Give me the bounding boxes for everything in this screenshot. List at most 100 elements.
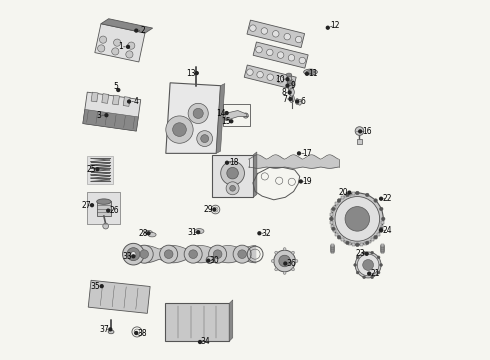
Circle shape — [275, 251, 278, 254]
Bar — [330, 217, 333, 220]
Circle shape — [96, 168, 99, 171]
Circle shape — [166, 116, 193, 143]
Circle shape — [100, 285, 103, 288]
Circle shape — [345, 193, 349, 197]
Text: 17: 17 — [302, 149, 312, 158]
Bar — [212, 155, 253, 197]
Bar — [344, 240, 347, 243]
Text: 26: 26 — [110, 206, 120, 215]
Circle shape — [356, 191, 359, 195]
Circle shape — [332, 227, 335, 231]
Bar — [371, 238, 374, 241]
Bar — [335, 202, 338, 205]
Circle shape — [359, 130, 362, 133]
Bar — [97, 201, 111, 216]
Bar — [88, 280, 150, 313]
Circle shape — [226, 182, 239, 195]
Bar — [341, 238, 343, 241]
Circle shape — [103, 223, 109, 229]
Bar — [95, 24, 145, 62]
Circle shape — [109, 328, 112, 331]
Circle shape — [230, 185, 236, 191]
Circle shape — [292, 251, 294, 254]
Circle shape — [135, 29, 138, 32]
Circle shape — [379, 207, 383, 211]
Circle shape — [288, 54, 294, 61]
Circle shape — [283, 271, 286, 274]
Circle shape — [238, 250, 246, 258]
Circle shape — [196, 72, 198, 75]
Circle shape — [377, 256, 380, 259]
Bar — [356, 243, 359, 246]
Bar — [381, 244, 384, 246]
Bar — [381, 250, 384, 252]
Ellipse shape — [97, 199, 111, 204]
Text: 22: 22 — [383, 194, 392, 203]
Circle shape — [284, 33, 291, 40]
Circle shape — [224, 116, 229, 121]
Text: 6: 6 — [301, 97, 306, 106]
Circle shape — [207, 259, 210, 262]
Text: 1: 1 — [119, 42, 123, 51]
Circle shape — [107, 209, 110, 212]
Bar — [331, 248, 334, 250]
Text: 10: 10 — [275, 75, 285, 84]
Circle shape — [287, 79, 294, 86]
Text: 35: 35 — [91, 282, 100, 291]
Circle shape — [164, 250, 173, 258]
Bar — [338, 199, 341, 202]
Bar — [333, 206, 336, 208]
Circle shape — [356, 271, 359, 274]
Text: 36: 36 — [286, 259, 296, 268]
Circle shape — [286, 78, 289, 81]
Circle shape — [198, 341, 201, 343]
Text: 34: 34 — [200, 338, 210, 346]
Text: 20: 20 — [339, 188, 348, 197]
Circle shape — [337, 199, 341, 202]
Bar — [364, 242, 367, 245]
Circle shape — [271, 260, 274, 262]
Circle shape — [354, 264, 357, 266]
Circle shape — [127, 248, 140, 261]
Bar — [331, 248, 334, 250]
Circle shape — [258, 232, 261, 235]
Bar — [330, 221, 333, 224]
Ellipse shape — [148, 233, 156, 237]
Ellipse shape — [289, 88, 294, 96]
Circle shape — [189, 250, 197, 258]
Circle shape — [127, 100, 130, 103]
Text: 16: 16 — [362, 127, 371, 136]
Circle shape — [256, 46, 262, 53]
Text: 24: 24 — [383, 226, 392, 235]
Bar — [123, 96, 130, 106]
Bar — [382, 221, 384, 224]
Circle shape — [227, 167, 238, 179]
Circle shape — [368, 272, 370, 275]
Ellipse shape — [108, 330, 114, 334]
Circle shape — [296, 100, 298, 103]
Circle shape — [220, 161, 245, 185]
Text: 7: 7 — [282, 94, 287, 104]
Circle shape — [184, 245, 202, 263]
Text: 30: 30 — [210, 256, 220, 265]
Circle shape — [283, 248, 286, 251]
Circle shape — [114, 39, 121, 46]
Bar — [381, 245, 384, 247]
Ellipse shape — [287, 80, 293, 84]
Ellipse shape — [304, 69, 318, 75]
Circle shape — [380, 197, 383, 200]
Bar — [335, 233, 338, 235]
Bar — [83, 109, 138, 131]
Circle shape — [246, 69, 253, 75]
Circle shape — [267, 49, 273, 56]
Circle shape — [213, 250, 222, 258]
Bar — [381, 247, 384, 249]
Circle shape — [126, 45, 129, 48]
Bar — [381, 251, 384, 253]
Bar — [381, 247, 384, 249]
Bar — [331, 247, 334, 249]
Bar — [331, 245, 334, 247]
Text: 11: 11 — [309, 69, 318, 78]
Bar — [331, 244, 334, 247]
Bar — [348, 193, 351, 196]
